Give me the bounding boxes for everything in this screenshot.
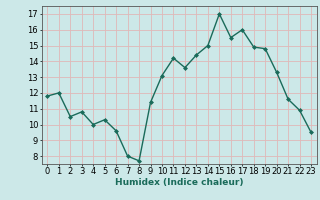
X-axis label: Humidex (Indice chaleur): Humidex (Indice chaleur): [115, 178, 244, 187]
